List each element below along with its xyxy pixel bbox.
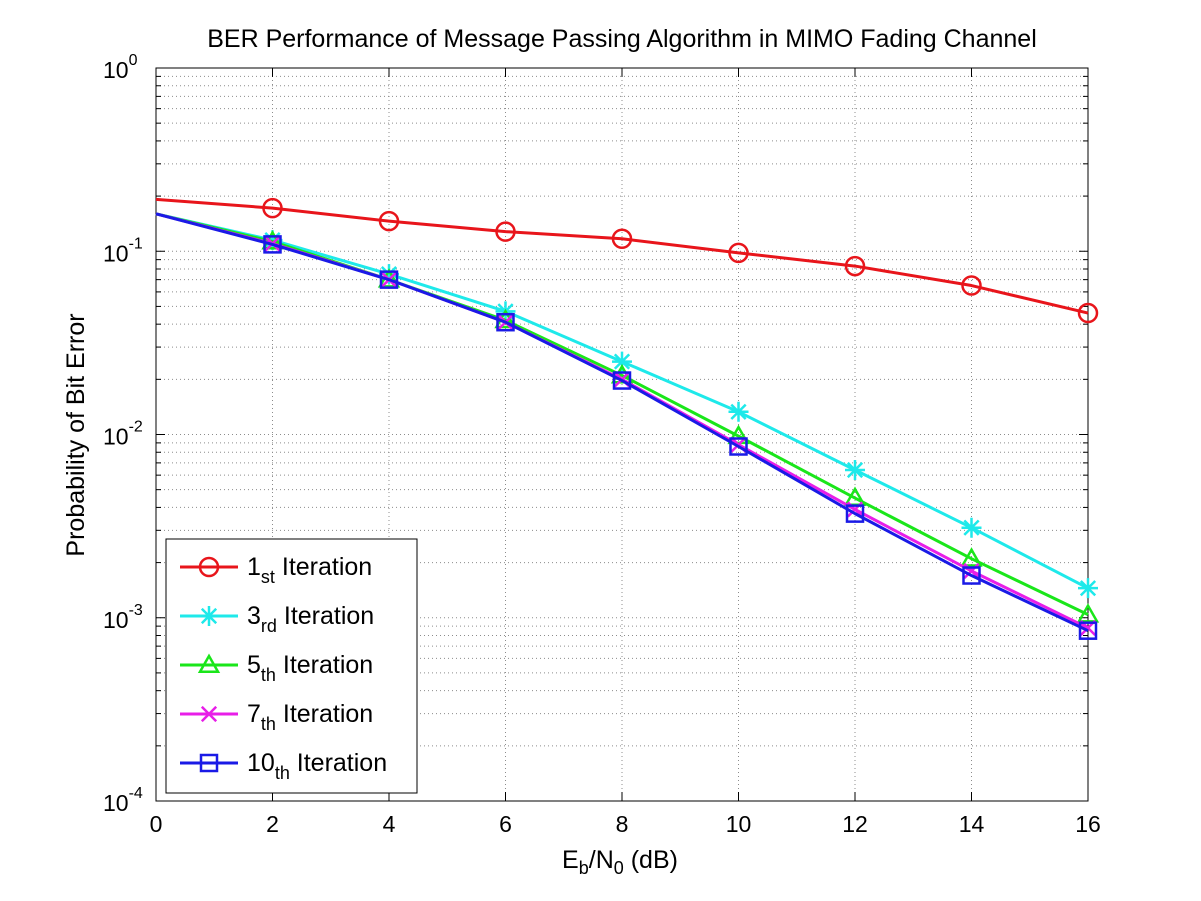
y-tick-label: 100 xyxy=(103,52,138,83)
data-point xyxy=(611,228,633,250)
x-tick-label: 2 xyxy=(266,811,279,837)
series-5 xyxy=(155,212,1098,640)
plot-frame xyxy=(155,67,1089,802)
y-axis-label: Probability of Bit Error xyxy=(62,313,90,556)
legend-marker xyxy=(200,705,218,723)
axis-ticks: 0 2 4 6 8 10 12 14 16 100 10-1 10-2 10-3 10-4 xyxy=(103,52,1101,837)
data-point xyxy=(845,460,865,481)
y-tick-label: 10-1 xyxy=(103,235,143,266)
legend-label: 5th Iteration xyxy=(247,651,373,685)
data-point xyxy=(963,562,980,580)
series-line xyxy=(155,212,1089,633)
legend-label: 1st Iteration xyxy=(247,553,372,587)
data-point xyxy=(612,371,632,390)
data-point xyxy=(378,210,400,232)
data-point xyxy=(844,255,866,277)
legend-item: 3rd Iteration xyxy=(180,602,374,636)
data-point xyxy=(961,517,982,538)
x-tick-label: 10 xyxy=(726,811,752,837)
data-point xyxy=(379,264,399,285)
series-line xyxy=(155,197,1089,315)
legend-item: 1st Iteration xyxy=(180,553,372,587)
data-point xyxy=(496,312,515,332)
x-tick-label: 4 xyxy=(383,811,396,837)
legend-item: 7th Iteration xyxy=(180,700,373,734)
x-tick-label: 0 xyxy=(150,811,163,837)
data-point xyxy=(728,401,749,422)
data-point xyxy=(263,235,282,254)
series-group xyxy=(155,197,1100,640)
data-point xyxy=(1077,302,1099,324)
data-point xyxy=(379,270,399,289)
data-point xyxy=(1076,603,1100,623)
x-tick-label: 12 xyxy=(842,811,868,837)
x-tick-label: 16 xyxy=(1075,811,1101,837)
legend-marker xyxy=(199,753,219,773)
legend-item: 5th Iteration xyxy=(180,651,373,685)
x-axis-label: Eb/N0 (dB) xyxy=(562,846,678,878)
legend-marker xyxy=(199,606,219,626)
data-point xyxy=(960,547,983,567)
data-point xyxy=(961,275,982,296)
legend-item: 10th Iteration xyxy=(180,749,387,783)
y-tick-label: 10-2 xyxy=(103,419,143,450)
y-tick-label: 10-4 xyxy=(103,785,143,816)
y-tick-label: 10-3 xyxy=(103,602,143,633)
legend-marker xyxy=(197,653,221,673)
data-point xyxy=(727,424,750,445)
x-tick-label: 14 xyxy=(959,811,985,837)
x-tick-label: 6 xyxy=(499,811,512,837)
data-point xyxy=(728,242,749,264)
legend-label: 10th Iteration xyxy=(247,749,387,783)
data-point xyxy=(1078,621,1098,640)
legend-label: 7th Iteration xyxy=(247,700,373,734)
data-point xyxy=(262,197,283,219)
legend-label: 3rd Iteration xyxy=(247,602,374,636)
data-point xyxy=(612,351,632,372)
data-point xyxy=(1078,578,1098,599)
chart-title: BER Performance of Message Passing Algor… xyxy=(207,25,1037,53)
legend-marker xyxy=(198,556,220,578)
series-1 xyxy=(155,197,1099,324)
legend: 1st Iteration 3rd Iteration 5th Iteration 7… xyxy=(165,538,418,794)
data-point xyxy=(495,221,516,242)
data-point xyxy=(962,566,981,585)
x-tick-label: 8 xyxy=(616,811,629,837)
data-point xyxy=(729,437,748,456)
data-point xyxy=(845,504,865,523)
